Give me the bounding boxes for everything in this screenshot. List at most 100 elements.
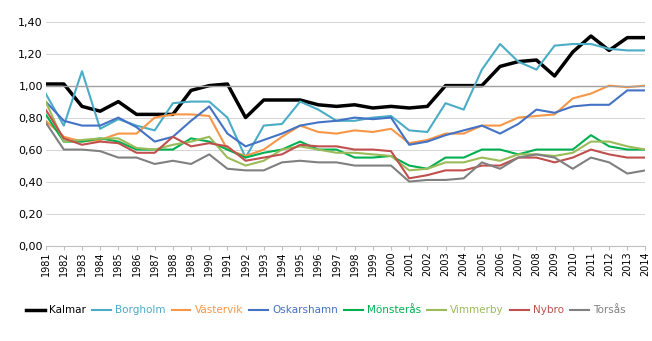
Mönsterås	[587, 133, 595, 137]
Vimmerby	[78, 138, 86, 142]
Nybro	[387, 149, 395, 153]
Vimmerby	[151, 148, 158, 152]
Borgholm	[587, 42, 595, 46]
Västervik	[314, 130, 322, 134]
Mönsterås	[60, 139, 68, 144]
Kalmar	[115, 100, 123, 104]
Torsås	[314, 160, 322, 164]
Vimmerby	[369, 152, 377, 157]
Torsås	[151, 162, 158, 166]
Borgholm	[423, 130, 431, 134]
Nybro	[369, 148, 377, 152]
Oskarshamn	[551, 111, 559, 115]
Nybro	[642, 155, 649, 160]
Borgholm	[78, 69, 86, 73]
Västervik	[151, 116, 158, 120]
Borgholm	[169, 101, 177, 105]
Nybro	[533, 155, 541, 160]
Västervik	[605, 84, 613, 88]
Vimmerby	[60, 139, 68, 144]
Borgholm	[642, 48, 649, 53]
Oskarshamn	[441, 133, 449, 137]
Oskarshamn	[96, 123, 104, 128]
Oskarshamn	[78, 123, 86, 128]
Västervik	[514, 116, 522, 120]
Vimmerby	[169, 143, 177, 147]
Kalmar	[242, 116, 250, 120]
Nybro	[460, 168, 467, 173]
Nybro	[587, 148, 595, 152]
Torsås	[333, 160, 340, 164]
Nybro	[551, 160, 559, 164]
Torsås	[132, 155, 140, 160]
Kalmar	[60, 82, 68, 86]
Kalmar	[42, 82, 50, 86]
Borgholm	[60, 123, 68, 128]
Nybro	[187, 144, 195, 148]
Nybro	[514, 155, 522, 160]
Kalmar	[351, 103, 359, 107]
Mönsterås	[187, 136, 195, 140]
Torsås	[224, 167, 231, 171]
Mönsterås	[369, 155, 377, 160]
Nybro	[78, 143, 86, 147]
Oskarshamn	[296, 123, 304, 128]
Borgholm	[224, 116, 231, 120]
Mönsterås	[351, 155, 359, 160]
Borgholm	[551, 44, 559, 48]
Torsås	[96, 149, 104, 153]
Västervik	[78, 139, 86, 144]
Torsås	[569, 167, 576, 171]
Kalmar	[533, 58, 541, 62]
Borgholm	[387, 114, 395, 118]
Torsås	[605, 160, 613, 164]
Mönsterås	[387, 154, 395, 158]
Vimmerby	[460, 160, 467, 164]
Line: Torsås: Torsås	[46, 122, 645, 181]
Kalmar	[642, 35, 649, 40]
Vimmerby	[296, 144, 304, 148]
Torsås	[187, 162, 195, 166]
Mönsterås	[278, 148, 286, 152]
Borgholm	[351, 119, 359, 123]
Mönsterås	[115, 139, 123, 144]
Vimmerby	[605, 139, 613, 144]
Västervik	[478, 123, 486, 128]
Line: Vimmerby: Vimmerby	[46, 102, 645, 170]
Torsås	[478, 160, 486, 164]
Borgholm	[96, 127, 104, 131]
Kalmar	[569, 50, 576, 54]
Borgholm	[333, 119, 340, 123]
Vimmerby	[478, 155, 486, 160]
Borgholm	[406, 128, 413, 132]
Kalmar	[478, 84, 486, 88]
Oskarshamn	[533, 107, 541, 112]
Västervik	[115, 132, 123, 136]
Mönsterås	[333, 148, 340, 152]
Borgholm	[151, 128, 158, 132]
Borgholm	[314, 107, 322, 112]
Västervik	[587, 91, 595, 95]
Vimmerby	[569, 151, 576, 155]
Vimmerby	[587, 139, 595, 144]
Västervik	[187, 112, 195, 116]
Nybro	[296, 143, 304, 147]
Vimmerby	[496, 159, 504, 163]
Mönsterås	[478, 148, 486, 152]
Torsås	[387, 164, 395, 168]
Mönsterås	[260, 151, 268, 155]
Nybro	[314, 144, 322, 148]
Vimmerby	[187, 139, 195, 144]
Mönsterås	[423, 167, 431, 171]
Mönsterås	[623, 148, 631, 152]
Nybro	[115, 141, 123, 145]
Oskarshamn	[132, 125, 140, 129]
Kalmar	[151, 112, 158, 116]
Kalmar	[460, 84, 467, 88]
Oskarshamn	[496, 132, 504, 136]
Nybro	[351, 148, 359, 152]
Line: Oskarshamn: Oskarshamn	[46, 90, 645, 146]
Mönsterås	[78, 139, 86, 144]
Västervik	[533, 114, 541, 118]
Torsås	[551, 155, 559, 160]
